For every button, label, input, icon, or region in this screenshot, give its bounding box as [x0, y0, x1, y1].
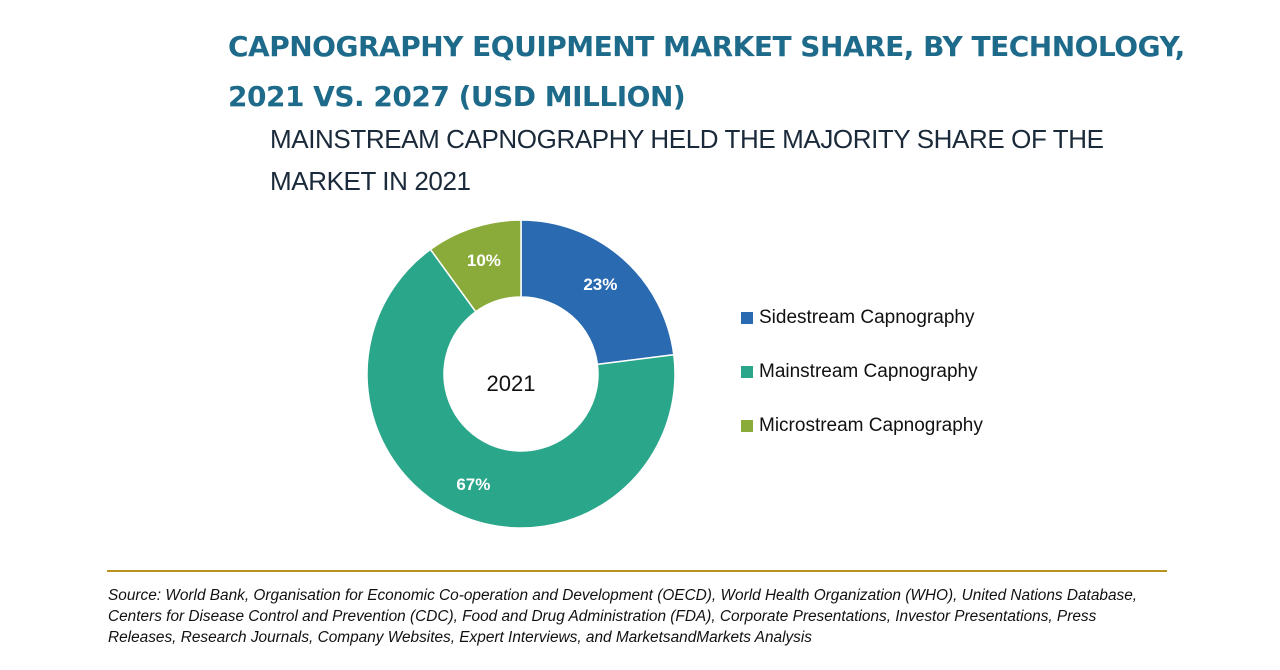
slice-label-microstream-capnography: 10% [467, 251, 501, 270]
chart-legend: Sidestream Capnography Mainstream Capnogr… [741, 304, 983, 466]
slice-sidestream-capnography [520, 219, 675, 366]
legend-label: Microstream Capnography [759, 414, 983, 436]
slice-label-mainstream-capnography: 67% [456, 475, 490, 494]
legend-item-mainstream-capnography: Mainstream Capnography [741, 358, 983, 385]
legend-swatch [741, 365, 753, 378]
legend-swatch [741, 311, 753, 324]
chart-title: CAPNOGRAPHY EQUIPMENT MARKET SHARE, BY T… [228, 30, 1185, 113]
legend-item-sidestream-capnography: Sidestream Capnography [741, 304, 983, 331]
legend-item-microstream-capnography: Microstream Capnography [741, 412, 983, 439]
source-divider [107, 570, 1167, 572]
slice-mainstream-capnography [366, 248, 676, 529]
legend-label: Mainstream Capnography [759, 360, 978, 382]
source-note: Source: World Bank, Organisation for Eco… [108, 587, 1138, 646]
donut-slices [366, 219, 676, 529]
donut-center-label: 2021 [487, 371, 536, 396]
slice-labels: 23% 67% 10% [456, 251, 617, 494]
legend-label: Sidestream Capnography [759, 306, 975, 328]
legend-swatch [741, 419, 753, 432]
chart-subtitle: MAINSTREAM CAPNOGRAPHY HELD THE MAJORITY… [270, 124, 1104, 196]
slice-label-sidestream-capnography: 23% [583, 275, 617, 294]
slice-microstream-capnography [429, 219, 522, 313]
